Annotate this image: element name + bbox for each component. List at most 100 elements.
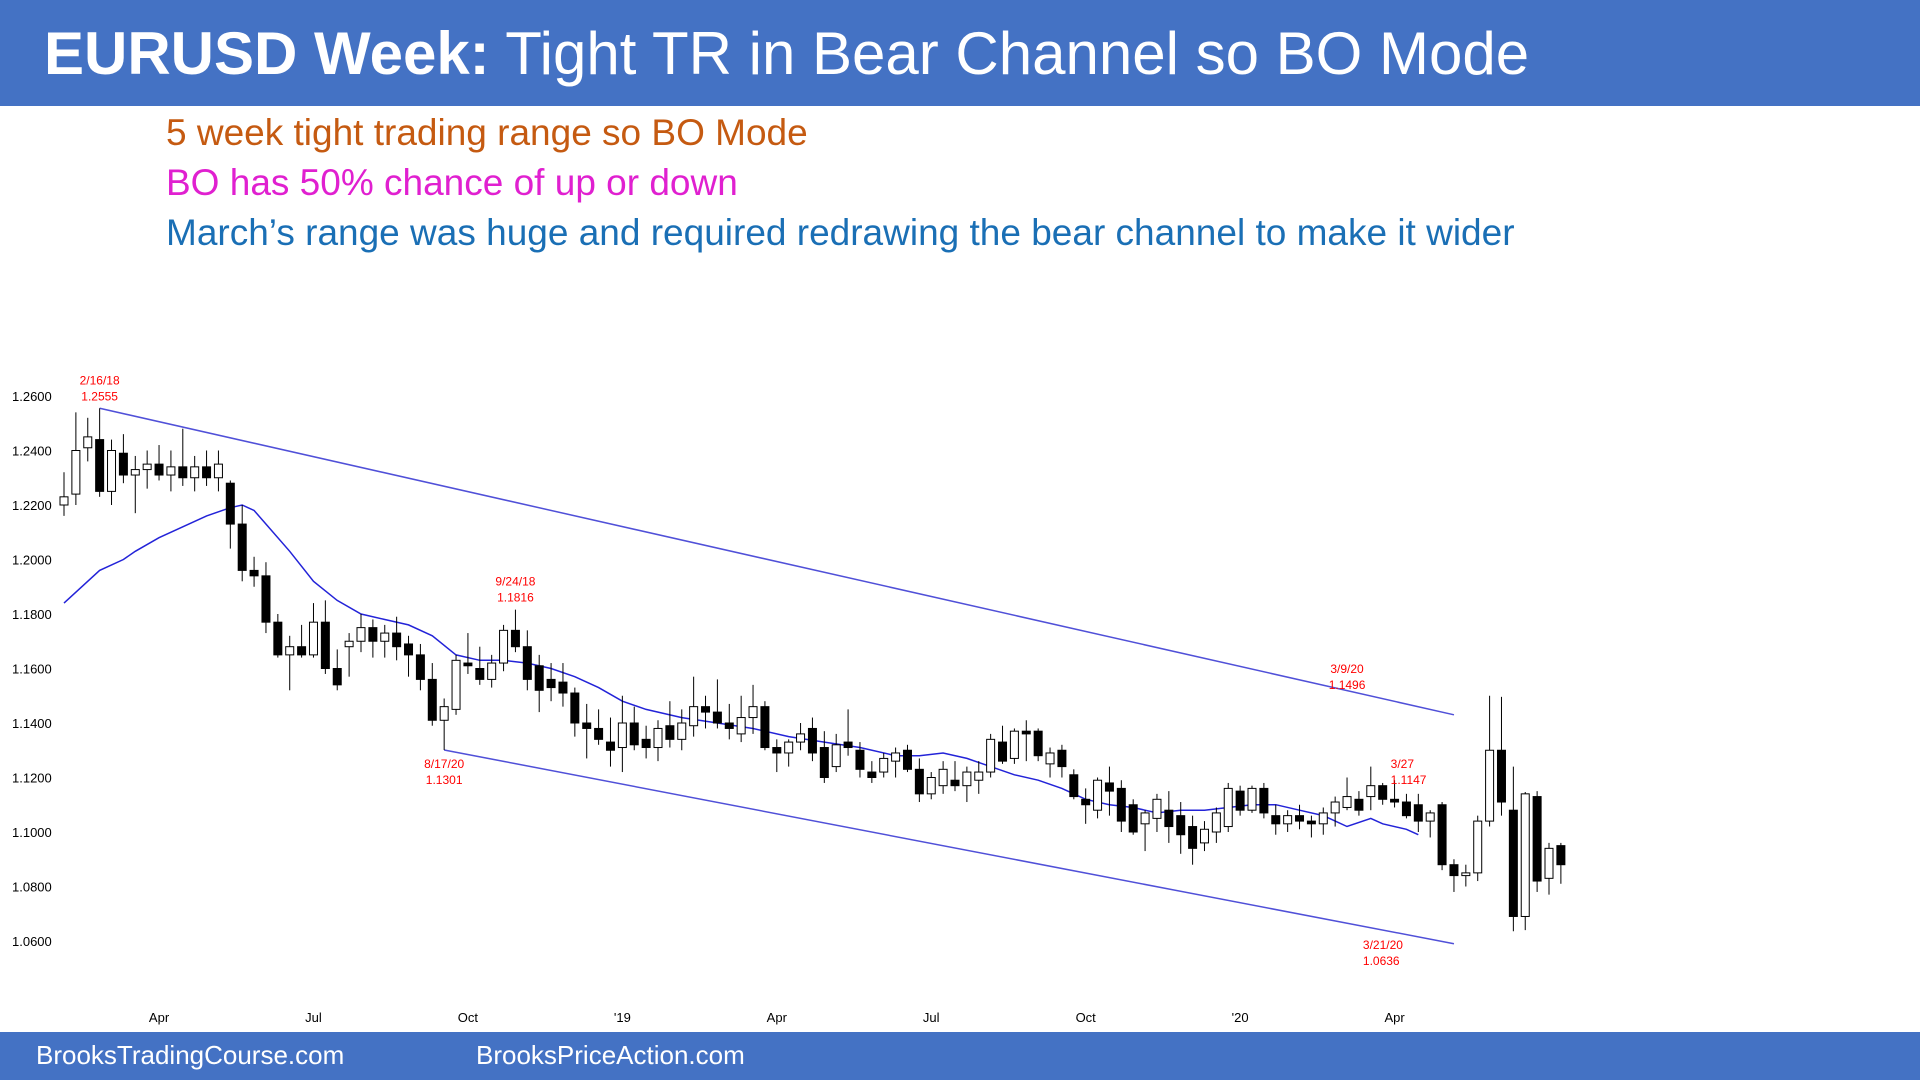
candle-body bbox=[1354, 798, 1364, 811]
candle-body bbox=[689, 706, 699, 727]
candle-body bbox=[974, 771, 984, 781]
candle-body bbox=[1128, 804, 1138, 833]
candle-body bbox=[1009, 730, 1019, 759]
y-tick-label: 1.2200 bbox=[12, 498, 52, 513]
candle-body bbox=[130, 469, 140, 476]
candle-body bbox=[831, 744, 841, 768]
candle-body bbox=[332, 668, 342, 686]
channel-line bbox=[99, 407, 1455, 716]
candle-body bbox=[712, 711, 722, 724]
candle-body bbox=[1045, 752, 1055, 765]
candle-body bbox=[748, 706, 758, 719]
candle-body bbox=[772, 747, 782, 754]
title-description: Tight TR in Bear Channel so BO Mode bbox=[489, 20, 1530, 87]
candle-body bbox=[427, 678, 437, 721]
candle-body bbox=[629, 722, 639, 746]
candle-body bbox=[1093, 779, 1103, 811]
candle-body bbox=[1556, 845, 1566, 866]
candle-body bbox=[1259, 787, 1269, 814]
candle-body bbox=[819, 747, 829, 778]
x-tick-label: Apr bbox=[149, 1010, 170, 1025]
candle-body bbox=[1211, 812, 1221, 833]
candle-body bbox=[1164, 809, 1174, 828]
annotation-price: 1.1147 bbox=[1391, 773, 1427, 787]
candle-body bbox=[475, 668, 485, 680]
candle-body bbox=[570, 692, 580, 724]
candle-body bbox=[320, 621, 330, 669]
y-tick-label: 1.1000 bbox=[12, 825, 52, 840]
candle-body bbox=[1223, 787, 1233, 828]
candle-body bbox=[926, 777, 936, 795]
candle-body bbox=[1449, 864, 1459, 877]
annotation-price: 1.1816 bbox=[497, 591, 534, 605]
candle-body bbox=[1437, 804, 1447, 866]
candle-body bbox=[1532, 796, 1542, 882]
x-tick-label: '19 bbox=[614, 1010, 631, 1025]
candle-body bbox=[1271, 815, 1281, 825]
candle-body bbox=[1283, 815, 1293, 825]
candle-body bbox=[1033, 730, 1043, 757]
candle-body bbox=[83, 436, 93, 449]
annotation-date: 8/17/20 bbox=[424, 757, 464, 771]
candle-body bbox=[1199, 828, 1209, 844]
y-tick-label: 1.0600 bbox=[12, 934, 52, 949]
candle-body bbox=[415, 654, 425, 680]
title-instrument: EURUSD Week: bbox=[44, 20, 490, 87]
candle-body bbox=[463, 662, 473, 667]
candle-body bbox=[522, 646, 532, 680]
candle-body bbox=[510, 629, 520, 648]
candle-body bbox=[107, 450, 117, 492]
candle-body bbox=[950, 779, 960, 787]
candle-body bbox=[1152, 798, 1162, 819]
candle-body bbox=[1496, 749, 1506, 803]
candle-body bbox=[843, 741, 853, 749]
candle-body bbox=[1104, 782, 1114, 792]
y-tick-label: 1.0800 bbox=[12, 880, 52, 895]
candle-body bbox=[1295, 815, 1305, 822]
title-banner: EURUSD Week: Tight TR in Bear Channel so… bbox=[0, 0, 1920, 106]
x-tick-label: Jul bbox=[305, 1010, 322, 1025]
x-tick-label: Apr bbox=[767, 1010, 788, 1025]
candle-body bbox=[879, 757, 889, 773]
y-tick-label: 1.1800 bbox=[12, 607, 52, 622]
candle-body bbox=[1520, 793, 1530, 917]
candle-body bbox=[404, 643, 414, 656]
candle-body bbox=[1176, 815, 1186, 836]
candle-body bbox=[190, 466, 200, 479]
candle-body bbox=[938, 768, 948, 787]
candle-body bbox=[202, 466, 212, 479]
candle-body bbox=[368, 627, 378, 642]
candle-body bbox=[1140, 812, 1150, 825]
candle-body bbox=[178, 466, 188, 479]
annotation-date: 3/27 bbox=[1391, 757, 1415, 771]
candle-body bbox=[617, 722, 627, 749]
candle-body bbox=[724, 722, 734, 729]
note-breakout-chance: BO has 50% chance of up or down bbox=[166, 162, 738, 203]
candle-body bbox=[1306, 820, 1316, 825]
candle-body bbox=[796, 733, 806, 743]
note-march-range: March’s range was huge and required redr… bbox=[166, 212, 1515, 253]
candle-body bbox=[1401, 801, 1411, 817]
candle-body bbox=[1116, 787, 1126, 822]
footer-link-trading-course[interactable]: BrooksTradingCourse.com bbox=[36, 1040, 345, 1070]
page-title: EURUSD Week: Tight TR in Bear Channel so… bbox=[44, 14, 1529, 94]
candle-body bbox=[142, 463, 152, 471]
candle-body bbox=[1473, 820, 1483, 874]
y-tick-label: 1.2400 bbox=[12, 444, 52, 459]
candle-body bbox=[213, 463, 223, 479]
candle-body bbox=[653, 727, 663, 749]
x-tick-label: Jul bbox=[923, 1010, 940, 1025]
footer-link-price-action[interactable]: BrooksPriceAction.com bbox=[476, 1040, 745, 1070]
moving-average-line bbox=[63, 504, 1419, 836]
candle-body bbox=[1508, 809, 1518, 917]
candlestick-chart: 1.2600 1.2400 1.2200 1.2000 1.1800 1.1600 1.14… bbox=[12, 373, 1566, 1025]
candle-body bbox=[534, 665, 544, 691]
candle-body bbox=[308, 621, 318, 656]
candle-body bbox=[285, 646, 295, 656]
candle-body bbox=[641, 738, 651, 749]
candle-body bbox=[487, 662, 497, 680]
annotation-date: 3/9/20 bbox=[1330, 662, 1364, 676]
y-tick-label: 1.2600 bbox=[12, 389, 52, 404]
annotation-price: 1.2555 bbox=[81, 389, 118, 403]
candle-body bbox=[1057, 749, 1067, 768]
